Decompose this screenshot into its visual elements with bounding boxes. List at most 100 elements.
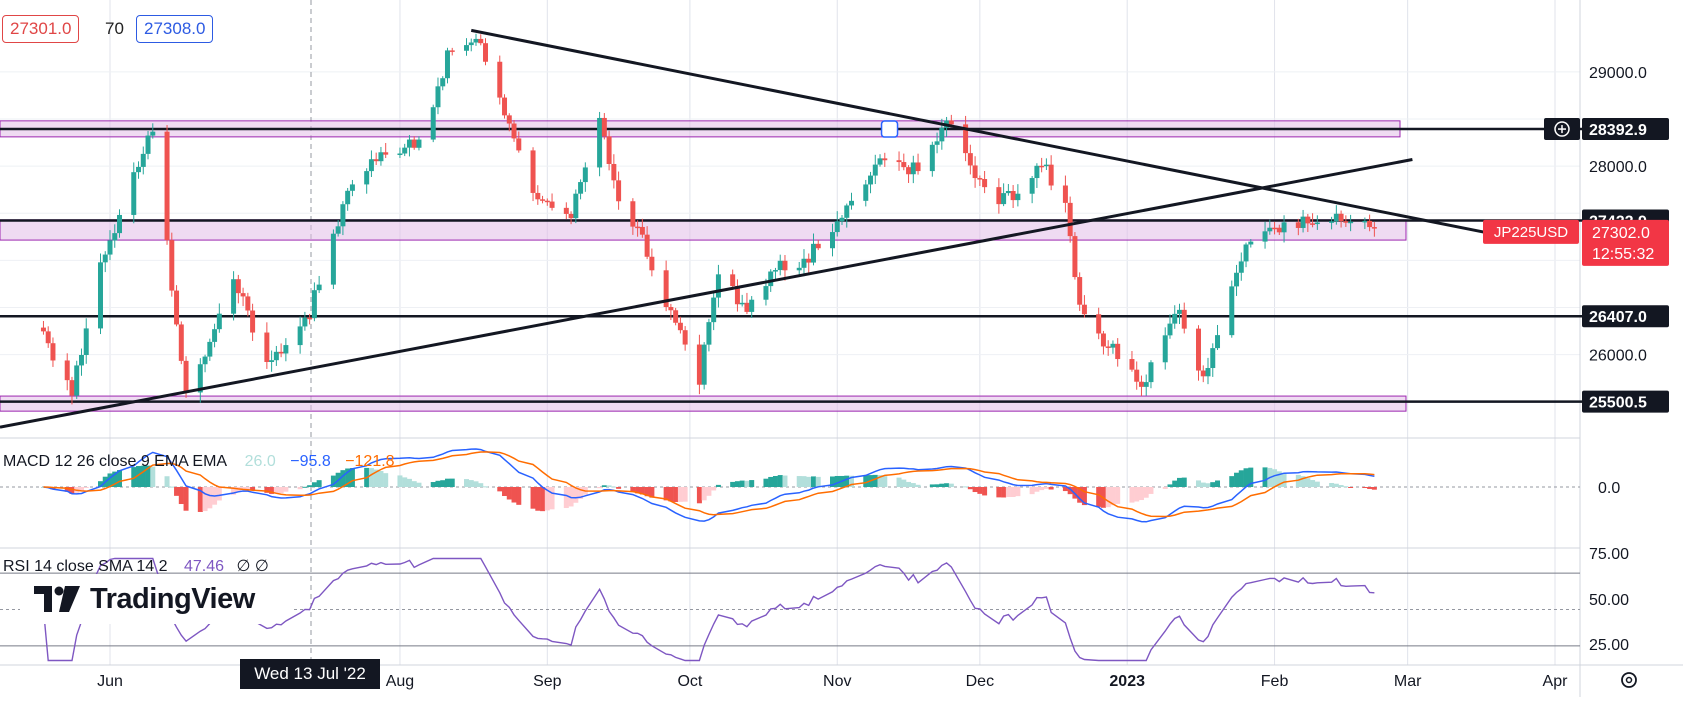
macd-zero-label: 0.0	[1598, 480, 1620, 497]
macd-histogram-bar	[174, 487, 180, 496]
candle-body	[606, 136, 612, 164]
add-alert-icon	[1554, 121, 1570, 137]
candle-body	[563, 207, 569, 214]
time-tick-label-8: Mar	[1394, 673, 1422, 690]
candle-body	[906, 167, 912, 175]
macd-histogram-bar	[1048, 487, 1054, 490]
macd-histogram-bar	[402, 477, 408, 487]
macd-histogram-bar	[497, 487, 503, 492]
macd-histogram-bar	[349, 468, 355, 487]
macd-histogram-bar	[1196, 480, 1201, 487]
price-tick-label-2: 26000.0	[1589, 348, 1647, 365]
macd-histogram-bar	[311, 482, 317, 487]
tradingview-logo[interactable]: TradingView	[20, 574, 295, 624]
macd-histogram-bar	[863, 475, 869, 487]
macd-histogram-bar	[511, 487, 517, 503]
time-axis: Jun Aug Sep Oct Nov Dec 2023 Feb Mar Apr	[97, 672, 1637, 690]
candle-body	[1295, 222, 1301, 228]
candle-body	[1196, 328, 1201, 371]
candle-body	[1367, 220, 1373, 228]
macd-histogram-bar	[150, 466, 156, 487]
macd-histogram-bar	[283, 487, 289, 492]
macd-histogram-bar	[245, 487, 251, 490]
candle-body	[844, 205, 850, 218]
rsi-extra: ∅ ∅	[236, 558, 269, 575]
rsi-legend[interactable]: RSI 14 close SMA 14 2 47.46 ∅ ∅	[3, 556, 269, 576]
time-tick-label-9: Apr	[1543, 673, 1569, 690]
countdown-label: 12:55:32	[1592, 246, 1654, 263]
candle-body	[402, 147, 408, 154]
candle-body	[1081, 304, 1087, 315]
candle-body	[1314, 222, 1320, 225]
candle-body	[815, 243, 821, 249]
macd-histogram-bar	[696, 487, 702, 504]
candle-body	[582, 167, 588, 183]
macd-histogram-bar	[1338, 485, 1344, 487]
macd-histogram-bar	[1333, 483, 1339, 487]
macd-histogram-bar	[178, 487, 184, 505]
macd-histogram-bar	[844, 475, 850, 487]
macd-histogram-bar	[483, 486, 489, 488]
macd-histogram-bar	[78, 487, 84, 492]
level-tag-label-3: 25500.5	[1589, 395, 1647, 412]
time-tick-label-6: 2023	[1109, 673, 1145, 690]
candle-body	[1072, 236, 1078, 278]
macd-histogram-bar	[711, 487, 717, 491]
macd-histogram-bar	[801, 476, 807, 487]
macd-histogram-bar	[273, 487, 279, 494]
bid-price-box[interactable]: 27301.0	[2, 15, 80, 43]
macd-histogram-bar	[1062, 487, 1068, 492]
candle-body	[982, 179, 988, 188]
macd-histogram-bar	[330, 475, 336, 487]
candle-body	[544, 200, 550, 203]
candle-body	[449, 50, 455, 52]
candle-body	[145, 135, 151, 154]
macd-histogram-bar	[1348, 487, 1354, 488]
macd-histogram-bar	[131, 467, 137, 487]
candle-body	[963, 124, 969, 154]
macd-histogram-bar	[216, 487, 222, 501]
drawing-handle	[880, 120, 899, 138]
macd-histogram-bar	[815, 476, 821, 487]
candle-body	[117, 214, 123, 234]
candle-body	[715, 274, 721, 298]
macd-histogram-bar	[1010, 487, 1016, 497]
macd-histogram-bar	[882, 476, 888, 487]
ask-price-box[interactable]: 27308.0	[136, 15, 214, 43]
candle-body	[1143, 382, 1149, 387]
candle-body	[706, 322, 712, 345]
macd-histogram-bar	[630, 487, 636, 492]
candle-body	[540, 199, 546, 201]
candle-body	[483, 43, 489, 62]
macd-histogram-bar	[397, 475, 403, 487]
candle-body	[78, 355, 84, 366]
macd-histogram-bar	[1077, 487, 1083, 503]
candle-body	[549, 201, 555, 208]
macd-histogram-bar	[982, 487, 988, 496]
macd-histogram-bar	[345, 468, 351, 487]
macd-legend[interactable]: MACD 12 26 close 9 EMA EMA 26.0 −95.8 −1…	[3, 453, 395, 471]
candle-body	[297, 326, 303, 346]
candle-body	[849, 200, 855, 206]
candle-body	[64, 360, 70, 381]
macd-histogram-bar	[1043, 487, 1049, 489]
macd-histogram-bar	[877, 475, 883, 487]
macd-histogram-bar	[948, 483, 954, 487]
macd-histogram-bar	[972, 487, 978, 493]
candle-body	[1300, 216, 1306, 228]
macd-histogram-bar	[996, 487, 1002, 498]
candle-body	[530, 150, 536, 193]
candle-body	[240, 293, 246, 297]
candle-body	[882, 158, 888, 161]
trendlines	[0, 28, 1484, 429]
macd-histogram-bar	[231, 487, 237, 495]
macd-histogram-bar	[1015, 487, 1021, 497]
candle-body	[183, 360, 189, 393]
time-tick-label-5: Dec	[966, 673, 994, 690]
macd-histogram-bar	[544, 487, 550, 511]
macd-histogram-bar	[578, 487, 584, 499]
level-tag-bg-3	[1582, 390, 1669, 413]
candle-body	[535, 192, 541, 200]
candle-body	[444, 50, 450, 79]
